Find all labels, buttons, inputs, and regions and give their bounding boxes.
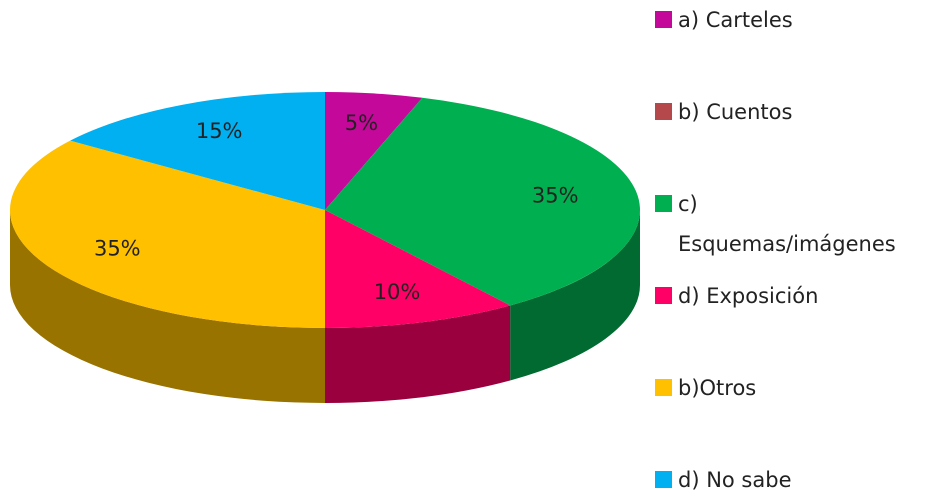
legend-label: a) Carteles bbox=[678, 8, 793, 32]
legend-swatch bbox=[655, 471, 672, 488]
slice bbox=[325, 210, 511, 328]
legend-swatch bbox=[655, 195, 672, 212]
slice-side bbox=[10, 210, 325, 403]
legend-label: b)Otros bbox=[678, 376, 757, 400]
legend-entry: c) Esquemas/imágenes bbox=[655, 184, 925, 264]
data-label: 35% bbox=[532, 183, 579, 207]
slice-side bbox=[325, 305, 511, 403]
data-label: 35% bbox=[94, 237, 141, 261]
legend-entry: d) No sabe bbox=[655, 460, 925, 494]
data-label: 5% bbox=[345, 111, 378, 135]
legend-swatch bbox=[655, 11, 672, 28]
slice bbox=[325, 97, 641, 306]
legend-swatch bbox=[655, 287, 672, 304]
legend-label: b) Cuentos bbox=[678, 100, 793, 124]
legend-entry: d) Exposición bbox=[655, 276, 925, 316]
legend-entry: b)Otros bbox=[655, 368, 925, 408]
slice-side bbox=[510, 210, 640, 381]
slice bbox=[70, 92, 326, 210]
data-label: 10% bbox=[374, 280, 421, 304]
legend-entry: a) Carteles bbox=[655, 0, 925, 40]
slice bbox=[325, 92, 423, 210]
legend-label: c) Esquemas/imágenes bbox=[678, 192, 896, 256]
legend-swatch bbox=[655, 103, 672, 120]
data-label: 15% bbox=[196, 119, 243, 143]
legend-label: d) Exposición bbox=[678, 284, 819, 308]
legend-swatch bbox=[655, 379, 672, 396]
pie-area: 5% 35% 10% 35% 15% bbox=[10, 92, 641, 403]
legend-label: d) No sabe bbox=[678, 468, 792, 492]
legend-entry: b) Cuentos bbox=[655, 92, 925, 132]
slice bbox=[10, 140, 325, 328]
